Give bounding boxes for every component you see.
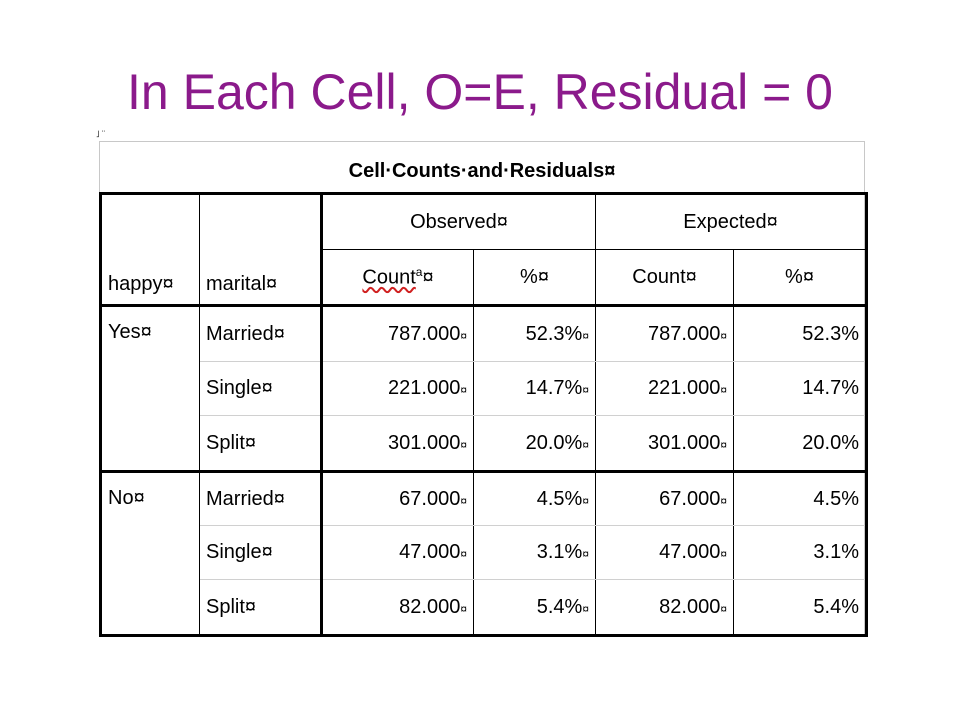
header-observed-pct: %¤ [473, 249, 596, 307]
marital-cell: Single¤ [199, 525, 323, 580]
table-row: Single¤ 221.000¤ 14.7%¤ 221.000¤ 14.7% [101, 361, 868, 416]
header-expected: Expected¤ [595, 192, 868, 250]
observed-count-label: Count [362, 266, 416, 289]
cell-end-mark: ¤ [422, 266, 434, 289]
expected-pct-cell: 20.0% [733, 415, 868, 473]
observed-pct-cell: 52.3%¤ [473, 305, 596, 362]
marital-cell: Split¤ [199, 415, 323, 473]
expected-pct-cell: 52.3% [733, 305, 868, 362]
header-marital: marital¤ [199, 192, 323, 307]
expected-count-cell: 82.000¤ [595, 579, 734, 637]
expected-pct-cell: 14.7% [733, 361, 868, 416]
expected-count-cell: 67.000¤ [595, 471, 734, 526]
expected-pct-cell: 3.1% [733, 525, 868, 580]
expected-count-cell: 787.000¤ [595, 305, 734, 362]
observed-count-cell: 787.000¤ [321, 305, 474, 362]
table-row: Split¤ 301.000¤ 20.0%¤ 301.000¤ 20.0% [101, 415, 868, 473]
observed-count-cell: 221.000¤ [321, 361, 474, 416]
group-label-yes: Yes¤ [99, 305, 200, 473]
table-row: Single¤ 47.000¤ 3.1%¤ 47.000¤ 3.1% [101, 525, 868, 580]
table-anchor-marks: ˩ ¨ [96, 129, 105, 139]
header-happy: happy¤ [99, 192, 200, 307]
observed-count-cell: 301.000¤ [321, 415, 474, 473]
table-caption: Cell·Counts·and·Residuals¤ [348, 160, 616, 182]
header-row-columns: Counta¤ %¤ Count¤ %¤ [101, 249, 868, 307]
observed-pct-cell: 3.1%¤ [473, 525, 596, 580]
marital-cell: Married¤ [199, 305, 323, 362]
observed-pct-cell: 20.0%¤ [473, 415, 596, 473]
footnote-marker: a [415, 264, 423, 279]
expected-pct-cell: 4.5% [733, 471, 868, 526]
marital-cell: Married¤ [199, 471, 323, 526]
observed-count-cell: 47.000¤ [321, 525, 474, 580]
table-row: Yes¤ Married¤ 787.000¤ 52.3%¤ 787.000¤ 5… [99, 305, 868, 473]
table-row: Split¤ 82.000¤ 5.4%¤ 82.000¤ 5.4% [101, 579, 868, 637]
cell-counts-table: happy¤ marital¤ Observed¤ Expected¤ Coun… [99, 192, 868, 637]
observed-pct-cell: 5.4%¤ [473, 579, 596, 637]
table-row: No¤ Married¤ 67.000¤ 4.5%¤ 67.000¤ 4.5% [99, 471, 868, 637]
expected-pct-cell: 5.4% [733, 579, 868, 637]
header-expected-count: Count¤ [595, 249, 734, 307]
header-row-groups: happy¤ marital¤ Observed¤ Expected¤ [99, 192, 868, 307]
observed-count-cell: 67.000¤ [321, 471, 474, 526]
header-observed: Observed¤ [321, 192, 596, 250]
header-observed-count: Counta¤ [321, 249, 474, 307]
group-label-no: No¤ [99, 471, 200, 637]
observed-pct-cell: 14.7%¤ [473, 361, 596, 416]
observed-count-cell: 82.000¤ [321, 579, 474, 637]
expected-count-cell: 221.000¤ [595, 361, 734, 416]
observed-pct-cell: 4.5%¤ [473, 471, 596, 526]
marital-cell: Split¤ [199, 579, 323, 637]
slide-title: In Each Cell, O=E, Residual = 0 [127, 64, 833, 120]
expected-count-cell: 47.000¤ [595, 525, 734, 580]
header-expected-pct: %¤ [733, 249, 868, 307]
expected-count-cell: 301.000¤ [595, 415, 734, 473]
marital-cell: Single¤ [199, 361, 323, 416]
